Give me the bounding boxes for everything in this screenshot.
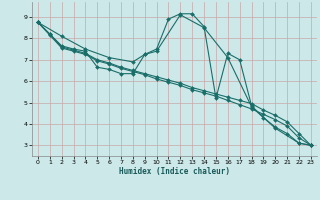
X-axis label: Humidex (Indice chaleur): Humidex (Indice chaleur) xyxy=(119,167,230,176)
